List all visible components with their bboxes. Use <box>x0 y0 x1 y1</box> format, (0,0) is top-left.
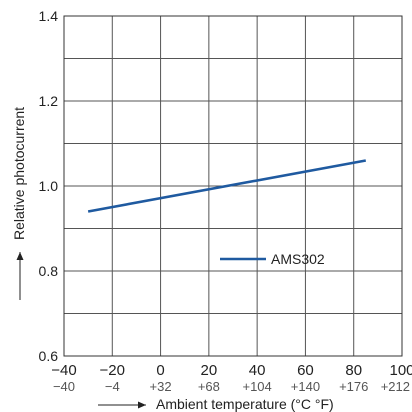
x-tick-label-celsius: 80 <box>345 362 362 379</box>
x-tick-label-celsius: 0 <box>156 362 164 379</box>
y-axis-arrow-head <box>16 252 24 260</box>
x-tick-label-fahrenheit: +212 <box>381 379 410 394</box>
x-tick-label-fahrenheit: +104 <box>242 379 271 394</box>
series-line-ams302 <box>87 159 367 213</box>
x-tick-label-fahrenheit: +68 <box>198 379 220 394</box>
x-tick-label-fahrenheit: −40 <box>53 379 75 394</box>
x-tick-label-celsius: 20 <box>201 362 218 379</box>
x-tick-label-fahrenheit: +32 <box>150 379 172 394</box>
y-tick-label: 0.6 <box>39 348 59 364</box>
x-axis-title: Ambient temperature (°C °F) <box>156 396 334 412</box>
x-tick-label-fahrenheit: +176 <box>339 379 368 394</box>
x-tick-label-celsius: −40 <box>51 362 76 379</box>
x-tick-label-celsius: 40 <box>249 362 266 379</box>
legend: AMS302 <box>220 251 325 267</box>
y-axis-title: Relative photocurrent <box>11 107 27 240</box>
y-tick-label: 1.4 <box>39 8 59 24</box>
series-layer <box>87 159 367 213</box>
y-tick-label: 1.0 <box>39 178 59 194</box>
x-axis-arrow-head <box>138 401 146 409</box>
plot-frame <box>63 15 403 357</box>
grid <box>64 16 402 356</box>
y-tick-label: 1.2 <box>39 93 59 109</box>
x-tick-label-fahrenheit: −4 <box>105 379 120 394</box>
x-tick-label-celsius: 60 <box>297 362 314 379</box>
legend-label: AMS302 <box>271 251 325 267</box>
x-tick-label-celsius: 100 <box>389 362 412 379</box>
x-ticks: −40 −20 0 20 40 60 80 100 −40 −4 +32 +68 +104 +140 +17… <box>51 362 412 394</box>
y-ticks: 0.6 0.8 1.0 1.2 1.4 <box>39 8 59 364</box>
axis-titles: Ambient temperature (°C °F) Relative phot… <box>11 107 334 412</box>
x-tick-label-celsius: −20 <box>100 362 125 379</box>
x-tick-label-fahrenheit: +140 <box>291 379 320 394</box>
y-tick-label: 0.8 <box>39 263 59 279</box>
